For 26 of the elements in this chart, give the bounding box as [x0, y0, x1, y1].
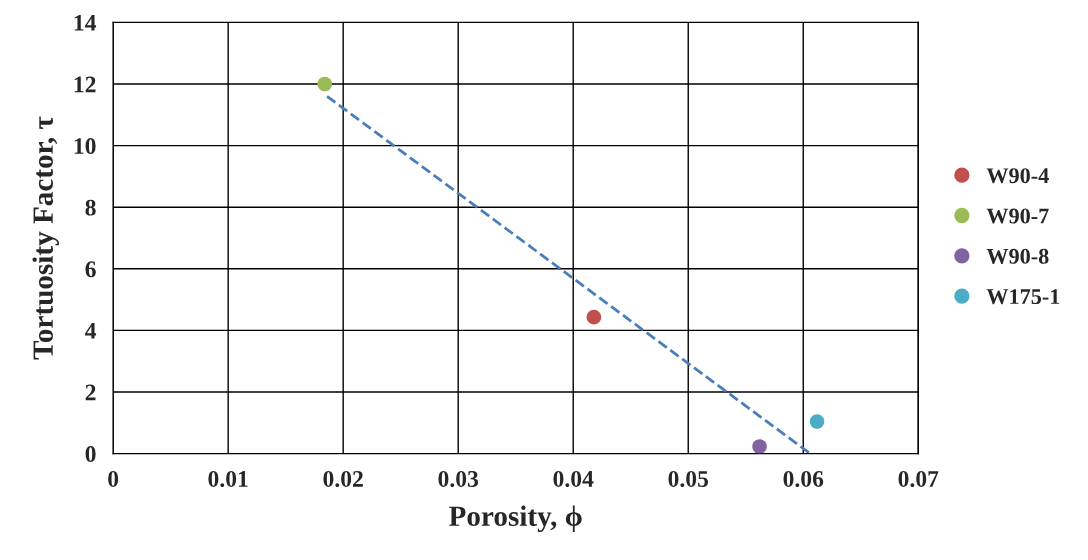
legend-label: W90-4	[986, 168, 1049, 184]
point	[317, 76, 333, 92]
point	[752, 439, 767, 454]
x-tick-label: 0.04	[553, 470, 594, 487]
x-tick-label: 0.01	[208, 470, 248, 487]
x-tick-label: 0.06	[783, 470, 824, 487]
y-tick-label: 4	[85, 323, 97, 339]
x-tick-label: 0.03	[438, 470, 479, 487]
y-tick-label: 0	[85, 446, 96, 463]
x-tick-label: 0.02	[323, 470, 363, 487]
legend-label: W90-7	[986, 208, 1049, 224]
legend-label: W90-8	[986, 248, 1049, 264]
y-tick-label: 12	[74, 76, 96, 93]
y-axis-title: Tortuosity Factor, τ	[32, 116, 59, 360]
y-tick-label: 8	[85, 199, 96, 216]
point	[586, 309, 602, 325]
y-tick-label: 2	[85, 384, 96, 401]
x-tick-label: 0	[108, 470, 119, 487]
y-tick-label: 14	[74, 15, 97, 31]
x-tick-label: 0.07	[898, 470, 939, 487]
x-axis-title: Porosity, ϕ	[449, 505, 582, 533]
y-tick-label: 10	[74, 138, 96, 155]
y-tick-label: 6	[85, 261, 96, 278]
legend-label: W175-1	[986, 289, 1060, 305]
point	[809, 414, 825, 429]
x-tick-label: 0.05	[668, 470, 709, 487]
